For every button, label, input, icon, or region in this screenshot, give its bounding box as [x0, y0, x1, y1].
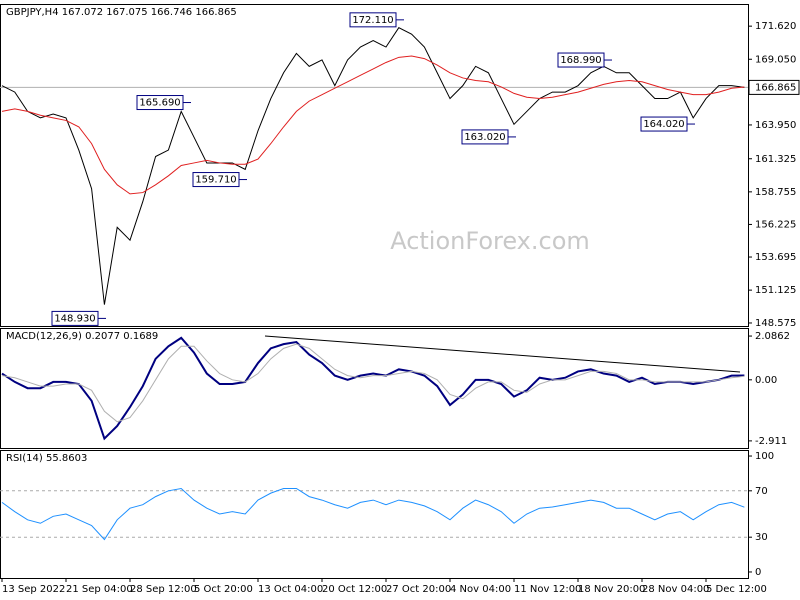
- series-line: [1, 55, 745, 195]
- x-tick-label: 13 Oct 04:00: [258, 584, 323, 595]
- annotation-label: 165.690: [139, 98, 180, 109]
- y-tick-label: 158.755: [755, 187, 796, 198]
- annotation-box: [136, 95, 184, 111]
- y-tick-label: 0: [755, 567, 761, 578]
- y-tick-label: 169.050: [755, 54, 796, 65]
- annotation-label: 148.930: [54, 313, 95, 324]
- x-tick-label: 13 Sep 2022: [2, 584, 65, 595]
- annotation-box: [461, 129, 509, 145]
- y-tick-label: 70: [755, 486, 768, 497]
- y-tick-label: 171.620: [755, 21, 796, 32]
- panel-frame: [0, 4, 749, 327]
- annotation-box: [51, 310, 99, 326]
- annotation-box: [192, 172, 240, 188]
- x-tick-label: 20 Oct 12:00: [322, 584, 387, 595]
- y-tick-label: 161.325: [755, 154, 796, 165]
- x-tick-label: 18 Nov 20:00: [578, 584, 645, 595]
- y-tick-label: 151.125: [755, 285, 796, 296]
- series-line: [1, 27, 745, 305]
- series-line: [1, 343, 745, 423]
- annotation-label: 159.710: [195, 175, 236, 186]
- y-tick-label: 156.225: [755, 219, 796, 230]
- annotation-label: 164.020: [643, 119, 684, 130]
- series-line: [1, 487, 745, 541]
- x-tick-label: 5 Dec 12:00: [706, 584, 767, 595]
- x-tick-label: 28 Sep 12:00: [130, 584, 197, 595]
- x-tick-label: 5 Oct 20:00: [194, 584, 253, 595]
- y-tick-label: 2.0862: [755, 331, 790, 342]
- annotation-label: 163.020: [464, 132, 505, 143]
- y-tick-label: 100: [755, 451, 774, 462]
- annotation-box: [557, 52, 605, 68]
- annotation-label: 168.990: [560, 55, 601, 66]
- trendline: [264, 335, 741, 373]
- panel-frame: [0, 328, 749, 449]
- y-tick-label: 148.575: [755, 318, 796, 329]
- annotation-box: [640, 116, 688, 132]
- y-tick-label: 0.00: [755, 375, 777, 386]
- panel-title: GBPJPY,H4 167.072 167.075 166.746 166.86…: [6, 7, 237, 18]
- x-tick-label: 21 Sep 04:00: [66, 584, 133, 595]
- x-tick-label: 28 Nov 04:00: [642, 584, 709, 595]
- y-tick-label: -2.911: [755, 436, 787, 447]
- series-line: [1, 336, 745, 441]
- last-price-box: [748, 79, 800, 95]
- panel-frame: [0, 450, 749, 579]
- panel-title: MACD(12,26,9) 0.2077 0.1689: [6, 331, 158, 342]
- annotation-box: [349, 12, 397, 28]
- y-tick-label: 163.950: [755, 120, 796, 131]
- y-tick-label: 153.695: [755, 252, 796, 263]
- x-tick-label: 27 Oct 20:00: [386, 584, 451, 595]
- x-tick-label: 4 Nov 04:00: [450, 584, 511, 595]
- x-tick-label: 11 Nov 12:00: [514, 584, 581, 595]
- last-price-label: 166.865: [755, 82, 796, 93]
- panel-title: RSI(14) 55.8603: [6, 453, 87, 464]
- annotation-label: 172.110: [352, 15, 393, 26]
- y-tick-label: 30: [755, 532, 768, 543]
- watermark: ActionForex.com: [390, 227, 590, 255]
